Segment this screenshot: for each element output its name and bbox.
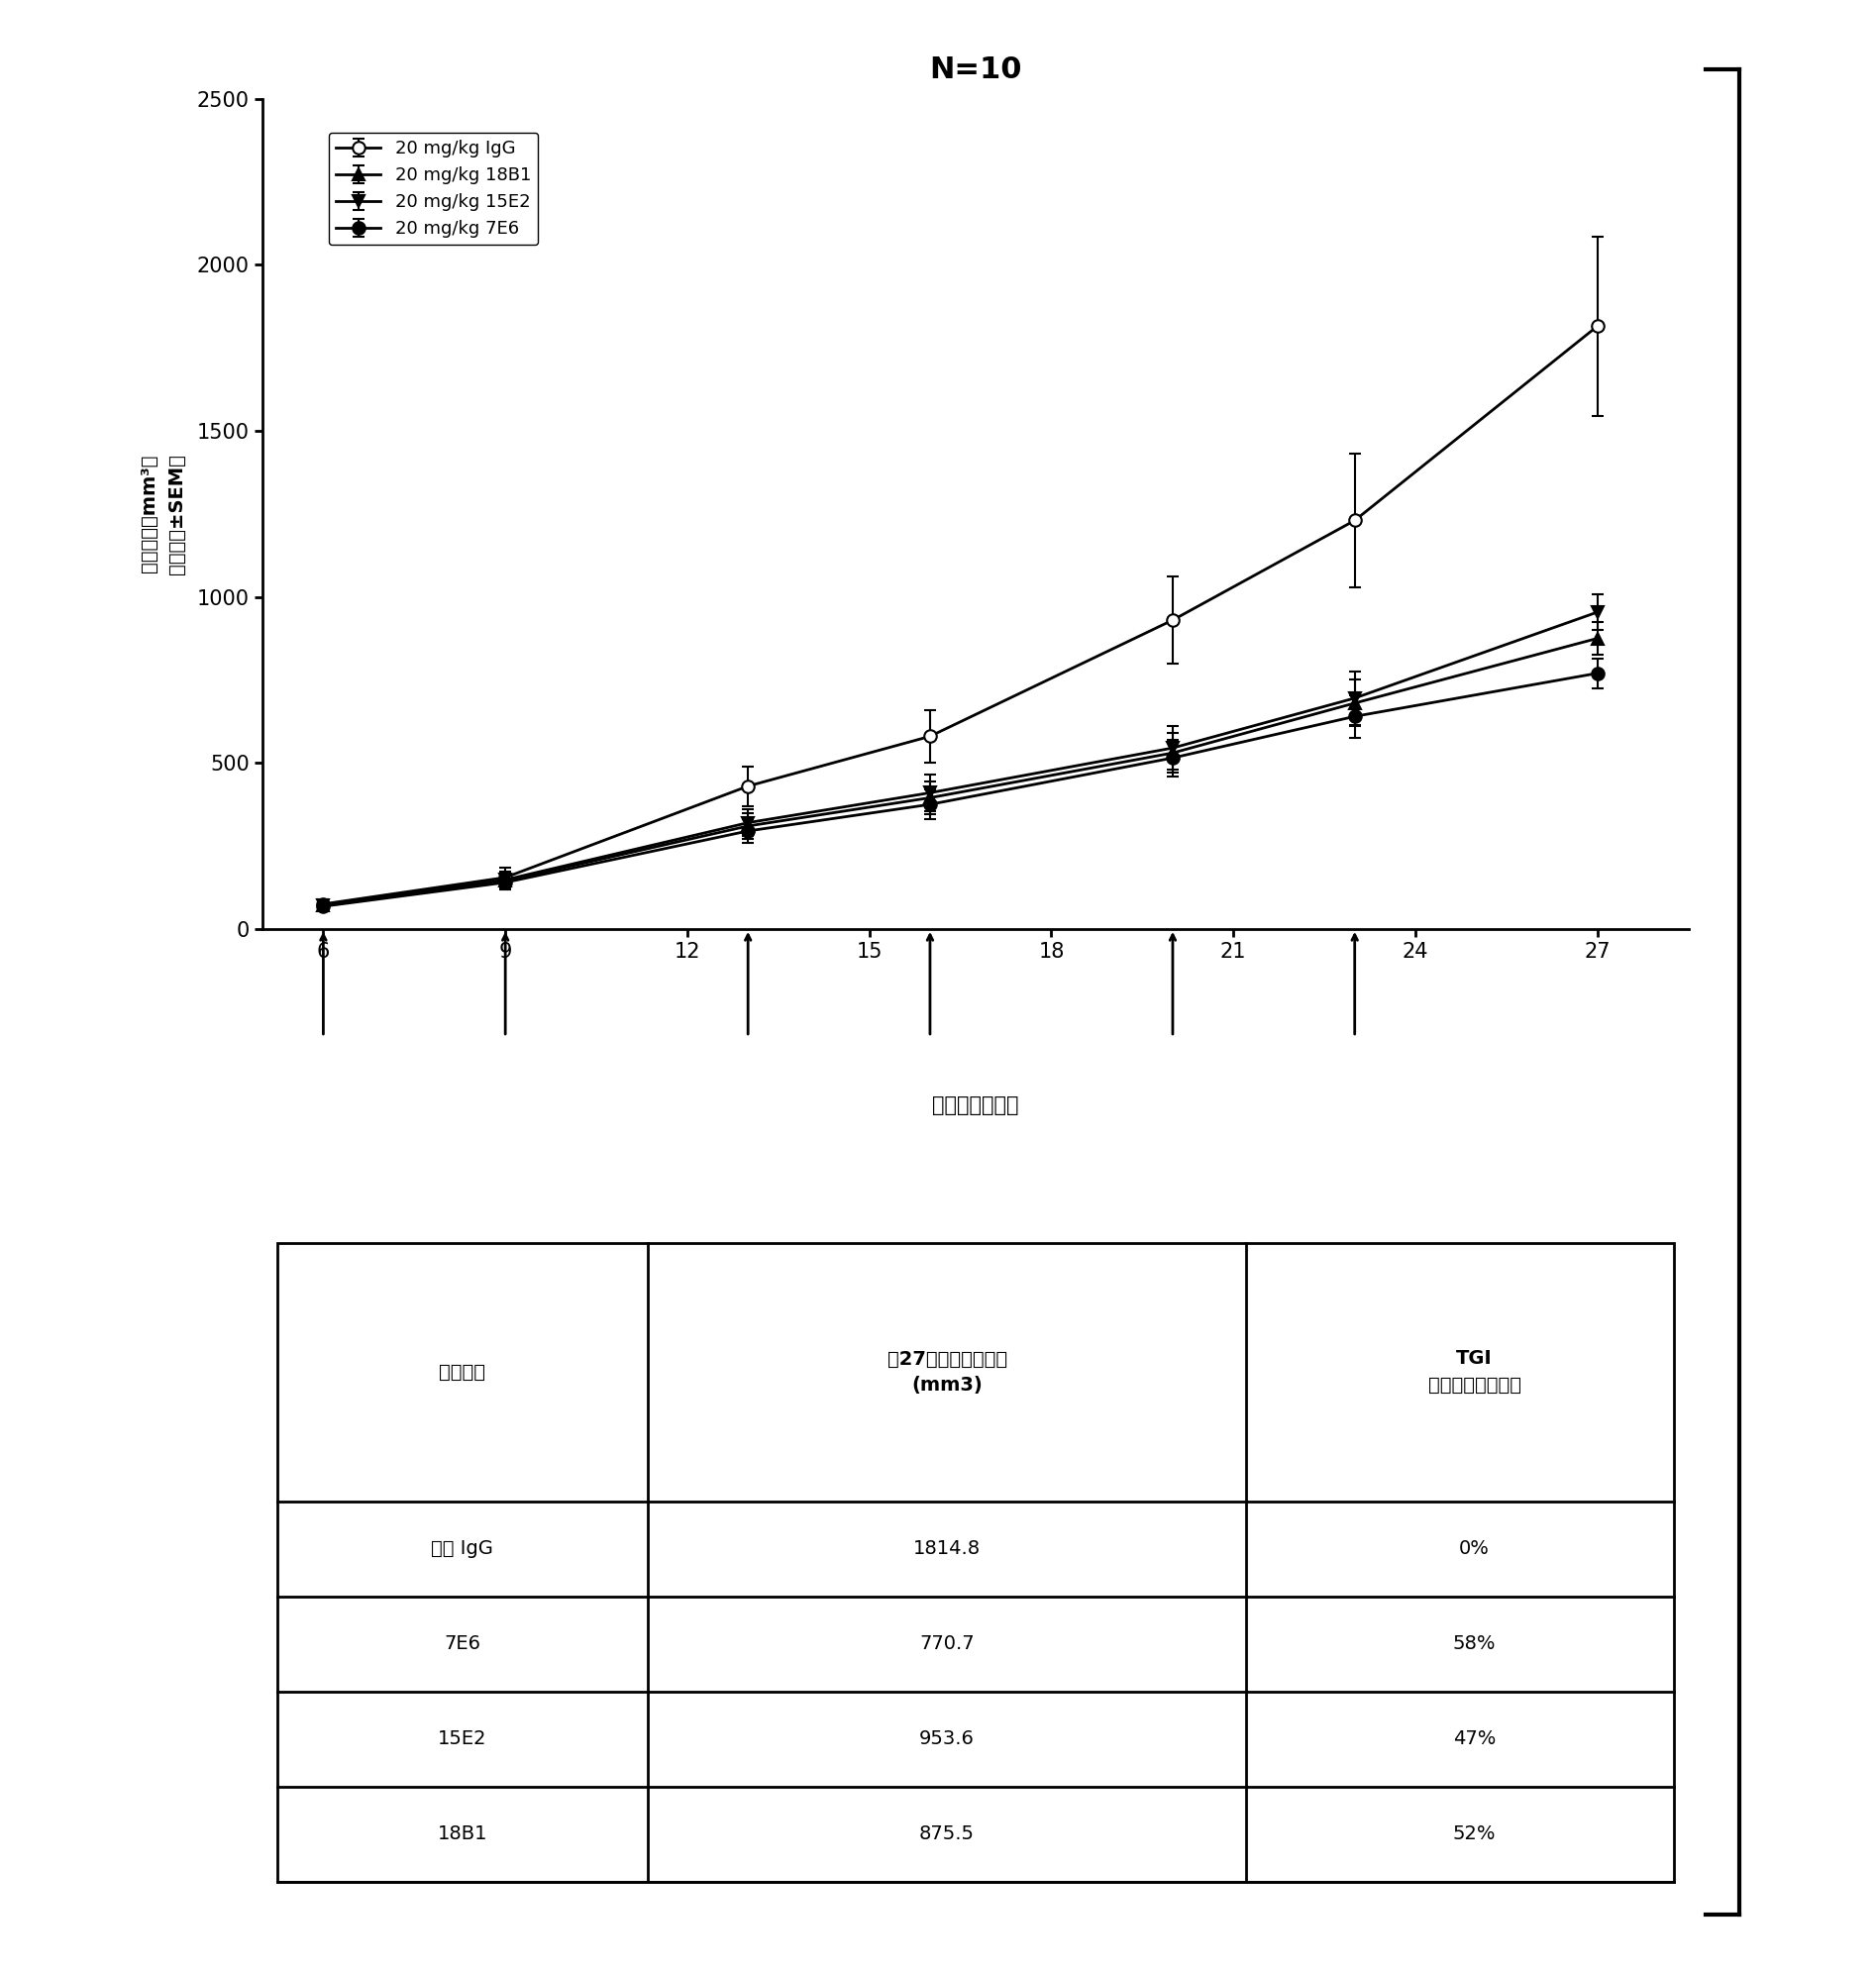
Text: 953.6: 953.6 (919, 1729, 976, 1749)
Y-axis label: 肿瘤体积（mm³）
（平均値±SEM）: 肿瘤体积（mm³） （平均値±SEM） (139, 454, 186, 574)
Text: 0%: 0% (1460, 1540, 1490, 1557)
Legend: 20 mg/kg IgG, 20 mg/kg 18B1, 20 mg/kg 15E2, 20 mg/kg 7E6: 20 mg/kg IgG, 20 mg/kg 18B1, 20 mg/kg 15… (328, 132, 538, 245)
Text: 肿瘤植入后天数: 肿瘤植入后天数 (932, 1096, 1019, 1115)
Text: 1814.8: 1814.8 (914, 1540, 981, 1557)
Text: 47%: 47% (1454, 1729, 1495, 1749)
Title: N=10: N=10 (929, 55, 1022, 85)
Text: 7E6: 7E6 (445, 1634, 480, 1652)
Text: 770.7: 770.7 (919, 1634, 974, 1652)
Text: 对照 IgG: 对照 IgG (431, 1540, 493, 1557)
Text: 第27天平均肿瘤体积
(mm3): 第27天平均肿瘤体积 (mm3) (887, 1350, 1007, 1394)
Text: 15E2: 15E2 (437, 1729, 486, 1749)
Text: 18B1: 18B1 (437, 1824, 488, 1844)
Text: 抗体治痗: 抗体治痗 (439, 1362, 486, 1382)
Text: 875.5: 875.5 (919, 1824, 976, 1844)
Text: 52%: 52% (1454, 1824, 1495, 1844)
Text: TGI
（肿瘤生长抑制）: TGI （肿瘤生长抑制） (1428, 1350, 1521, 1394)
Text: 58%: 58% (1454, 1634, 1495, 1652)
